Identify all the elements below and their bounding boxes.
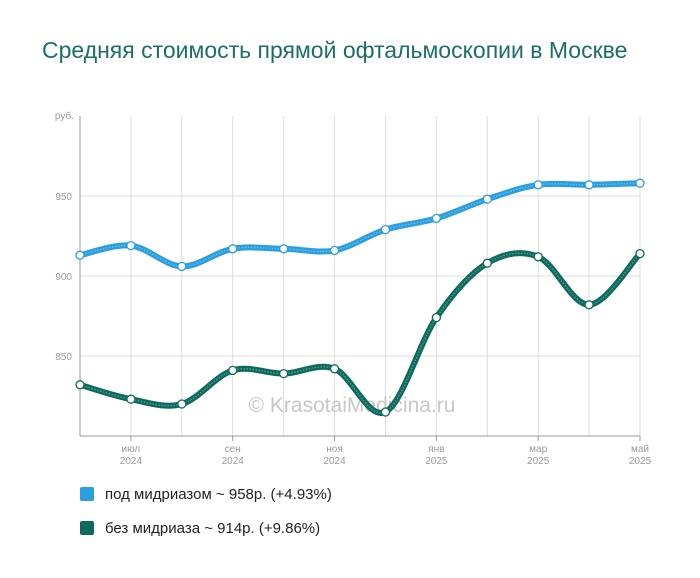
series-line-texture-1 [79,252,641,414]
data-point-1-0[interactable] [75,380,85,390]
x-tick-month: янв [428,444,444,455]
legend-label-1: без мидриаза ~ 914р. (+9.86%) [105,519,321,537]
x-tick-year: 2024 [120,456,143,467]
series-line-1 [77,250,643,416]
data-point-0-8[interactable] [482,194,492,204]
data-point-0-4[interactable] [278,244,289,254]
data-point-0-10[interactable] [584,180,594,190]
series-lines [77,180,643,416]
data-point-1-2[interactable] [177,399,187,409]
y-tick-label: 850 [55,352,72,363]
y-tick-label: 900 [55,272,72,283]
x-tick-month: мар [529,444,547,455]
legend-item-1[interactable]: без мидриаза ~ 914р. (+9.86%) [80,518,332,538]
data-point-1-10[interactable] [584,300,594,310]
data-points [75,178,645,417]
x-tick-year: 2025 [629,456,652,467]
x-tick-month: ноя [326,444,343,455]
data-point-0-5[interactable] [329,245,340,256]
data-point-0-7[interactable] [431,213,442,224]
data-point-1-5[interactable] [329,364,340,374]
data-point-1-9[interactable] [533,252,543,262]
legend: под мидриазом ~ 958р. (+4.93%) без мидри… [80,484,332,552]
legend-label-0: под мидриазом ~ 958р. (+4.93%) [105,485,332,503]
data-point-0-1[interactable] [126,240,136,251]
x-axis-ticks: июл2024сен2024ноя2024янв2025мар2025май20… [120,436,652,467]
data-point-1-1[interactable] [126,394,136,404]
data-point-0-0[interactable] [75,250,85,260]
x-tick-year: 2024 [323,456,346,467]
x-tick-month: май [631,444,649,455]
legend-swatch-0 [80,487,94,501]
legend-swatch-1 [80,521,94,535]
data-point-0-9[interactable] [533,180,543,190]
x-tick-year: 2025 [527,456,550,467]
x-tick-year: 2025 [425,456,448,467]
y-axis-unit-label: руб. [55,110,74,122]
x-tick-month: июл [122,444,141,455]
x-tick-year: 2024 [222,456,245,467]
y-axis-ticks: 850 900 950 [55,192,72,363]
data-point-1-8[interactable] [482,258,492,268]
x-tick-month: сен [225,444,241,455]
legend-item-0[interactable]: под мидриазом ~ 958р. (+4.93%) [80,484,332,504]
data-point-0-3[interactable] [228,244,238,254]
data-point-1-11[interactable] [635,248,645,259]
grid-lines [79,116,641,437]
data-point-1-7[interactable] [431,312,442,323]
data-point-0-2[interactable] [177,261,187,272]
chart-title: Средняя стоимость прямой офтальмоскопии … [42,37,628,63]
data-point-1-6[interactable] [380,407,391,417]
y-tick-label: 950 [55,192,72,203]
data-point-1-4[interactable] [278,368,289,379]
data-point-1-3[interactable] [228,365,238,376]
data-point-0-6[interactable] [380,224,391,235]
watermark: © KrasotaiMedicina.ru [249,394,456,417]
data-point-0-11[interactable] [635,178,645,188]
